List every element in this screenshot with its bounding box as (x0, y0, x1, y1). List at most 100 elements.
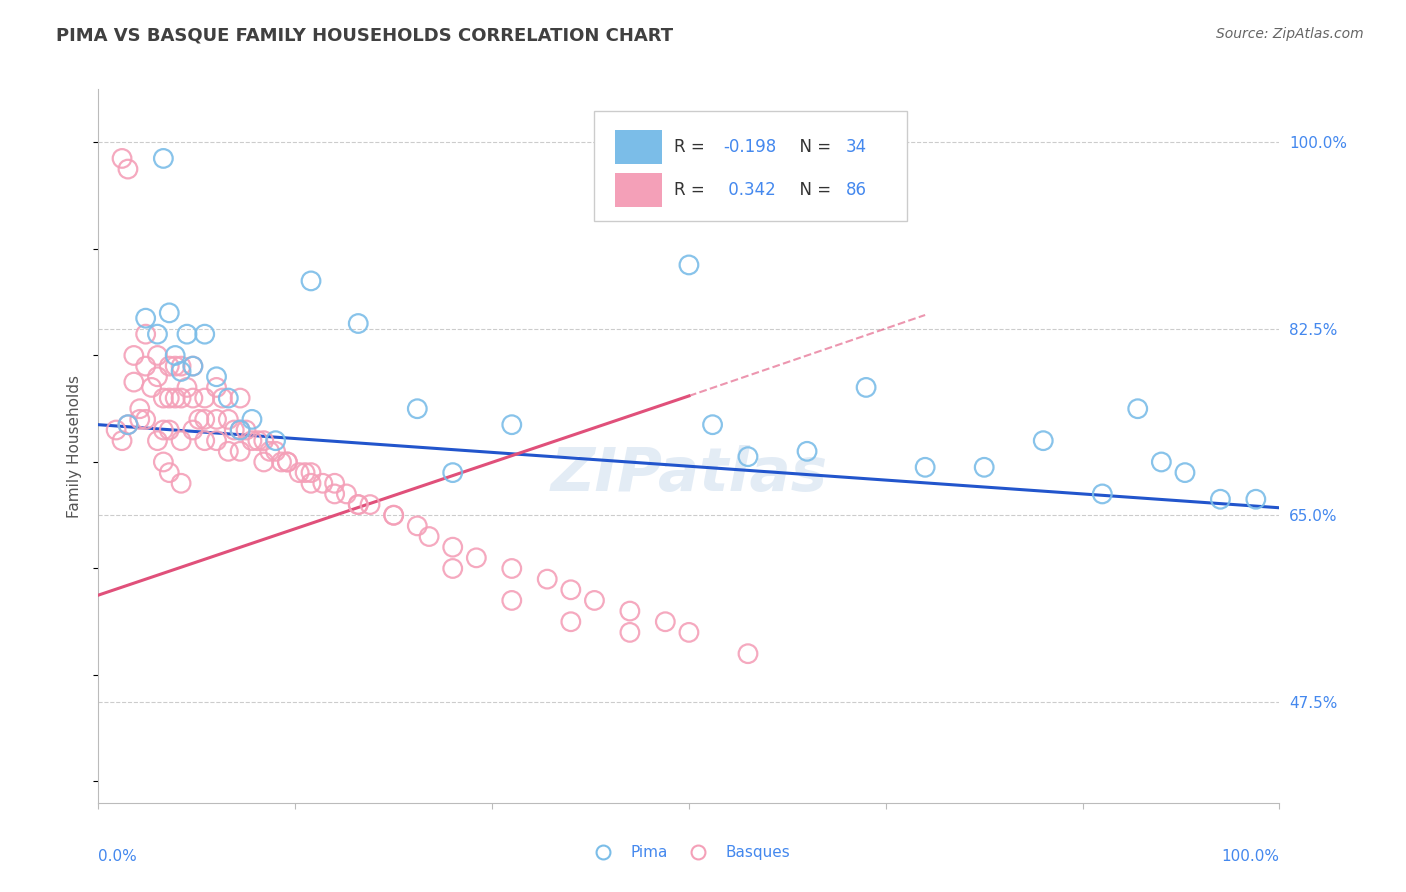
Point (312, 476, 335, 491)
Point (217, 444, 239, 458)
Text: 0.342: 0.342 (723, 181, 776, 199)
Point (235, 423, 257, 437)
Text: N =: N = (789, 138, 837, 156)
Point (157, 423, 180, 437)
Point (654, 615, 676, 629)
Point (146, 349, 169, 363)
Point (146, 434, 169, 448)
Point (181, 359, 204, 373)
Point (146, 369, 169, 384)
Point (1126, 401, 1149, 416)
FancyBboxPatch shape (614, 130, 662, 164)
Point (347, 317, 370, 331)
Point (240, 434, 263, 448)
Point (135, 327, 157, 342)
Point (299, 476, 322, 491)
Point (1150, 455, 1173, 469)
Point (117, 162, 139, 177)
Point (211, 391, 233, 405)
Point (229, 423, 252, 437)
Point (855, 380, 877, 394)
Point (176, 380, 198, 394)
Point (194, 327, 217, 342)
Point (359, 498, 381, 512)
Point (187, 412, 209, 426)
Point (264, 434, 287, 448)
Point (560, 582, 582, 597)
Point (157, 466, 180, 480)
Point (323, 487, 346, 501)
Point (170, 391, 193, 405)
Point (501, 561, 523, 575)
Point (170, 476, 193, 491)
Point (170, 359, 193, 373)
Point (299, 466, 322, 480)
Point (270, 455, 292, 469)
Point (135, 412, 157, 426)
Text: N =: N = (789, 181, 837, 199)
Point (111, 152, 134, 166)
Text: 100.0%: 100.0% (1222, 849, 1279, 864)
Point (560, 615, 582, 629)
Point (253, 455, 276, 469)
Point (441, 540, 464, 554)
Point (229, 423, 252, 437)
Point (583, 593, 606, 607)
Text: 86: 86 (846, 181, 868, 199)
Point (229, 444, 252, 458)
Point (678, 625, 700, 640)
Text: Source: ZipAtlas.com: Source: ZipAtlas.com (1216, 27, 1364, 41)
Point (194, 391, 217, 405)
Text: R =: R = (673, 138, 710, 156)
Point (1244, 492, 1267, 507)
Point (152, 423, 174, 437)
Point (111, 434, 134, 448)
Point (1209, 492, 1232, 507)
Point (347, 498, 370, 512)
Point (205, 369, 228, 384)
Point (678, 258, 700, 272)
Point (181, 391, 204, 405)
Point (253, 434, 276, 448)
Point (259, 444, 281, 458)
Point (224, 423, 246, 437)
Point (170, 434, 193, 448)
Point (737, 450, 759, 464)
Point (205, 412, 228, 426)
Point (619, 625, 641, 640)
Point (229, 391, 252, 405)
Point (240, 412, 263, 426)
Point (117, 417, 139, 432)
Point (382, 508, 405, 523)
Point (737, 647, 759, 661)
Point (146, 327, 169, 342)
Point (165, 391, 187, 405)
FancyBboxPatch shape (595, 111, 907, 221)
Point (176, 327, 198, 342)
Point (157, 306, 180, 320)
Point (264, 444, 287, 458)
Point (973, 460, 995, 475)
Point (141, 380, 163, 394)
Point (170, 364, 193, 378)
Point (194, 434, 217, 448)
Point (152, 391, 174, 405)
Point (135, 359, 157, 373)
Point (441, 466, 464, 480)
Point (157, 359, 180, 373)
Point (1174, 466, 1197, 480)
Point (418, 529, 440, 543)
Point (323, 476, 346, 491)
Point (619, 604, 641, 618)
Point (406, 401, 429, 416)
Point (441, 561, 464, 575)
Point (217, 412, 239, 426)
Point (288, 466, 311, 480)
Point (135, 311, 157, 326)
Point (117, 417, 139, 432)
Point (1032, 434, 1054, 448)
Y-axis label: Family Households: Family Households (67, 375, 83, 517)
Point (165, 359, 187, 373)
Point (122, 349, 145, 363)
Point (702, 417, 724, 432)
